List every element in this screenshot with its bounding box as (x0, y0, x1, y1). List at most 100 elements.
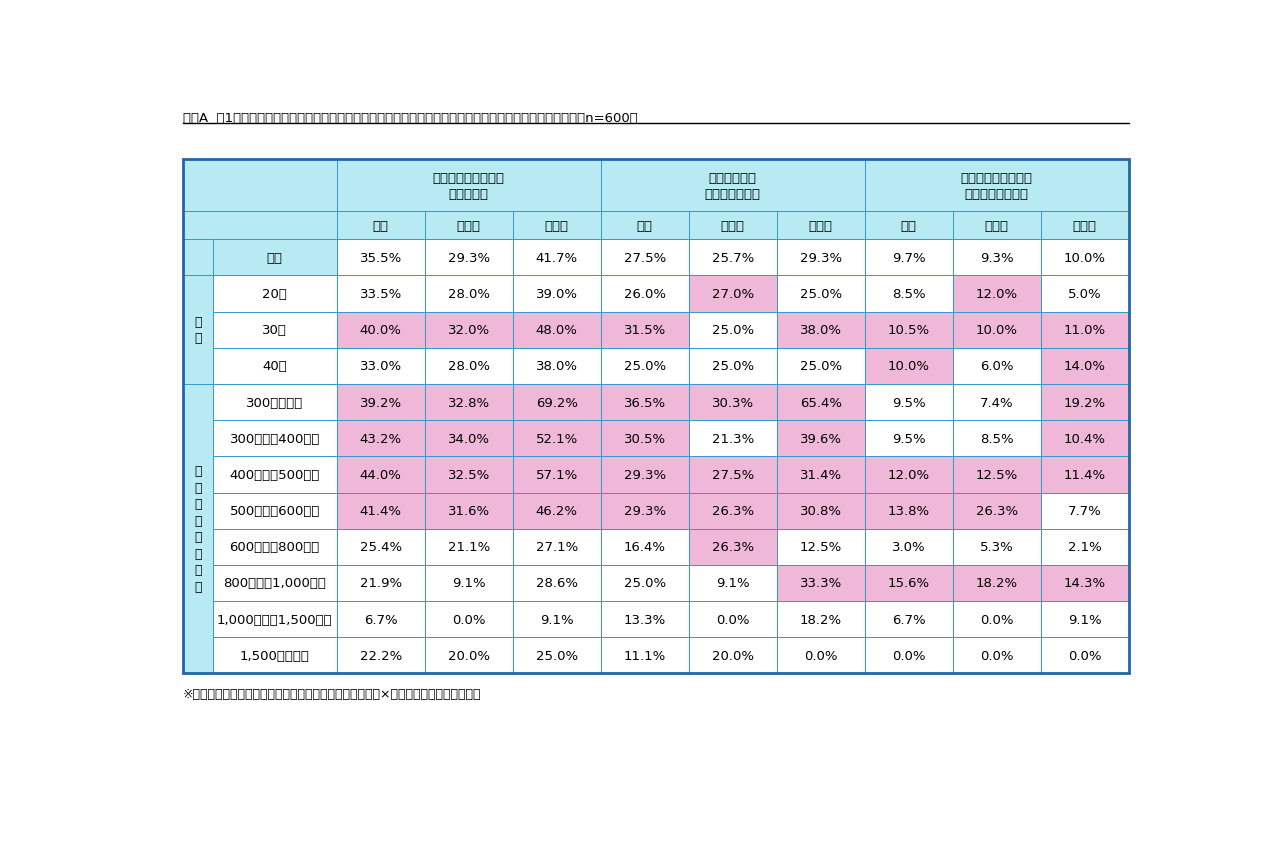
Text: 300万円～400万円: 300万円～400万円 (229, 432, 320, 446)
Text: 10.0%: 10.0% (1064, 251, 1106, 264)
Text: 38.0%: 38.0% (800, 324, 842, 337)
Bar (337, 457, 425, 493)
Text: 300万円未満: 300万円未満 (246, 396, 303, 409)
Text: 20.0%: 20.0% (448, 649, 490, 662)
Text: 0.0%: 0.0% (980, 613, 1014, 626)
Text: 29.3%: 29.3% (623, 504, 666, 517)
Bar (777, 348, 865, 384)
Text: 夫回答: 夫回答 (457, 220, 481, 233)
Bar (337, 160, 600, 212)
Bar (777, 276, 865, 312)
Text: 48.0%: 48.0% (536, 324, 577, 337)
Bar (212, 637, 337, 674)
Bar (425, 276, 513, 312)
Bar (1041, 384, 1129, 421)
Text: 全体: 全体 (901, 220, 916, 233)
Text: 2.1%: 2.1% (1068, 541, 1102, 554)
Text: 全体: 全体 (372, 220, 389, 233)
Bar (865, 421, 952, 457)
Text: 40.0%: 40.0% (360, 324, 402, 337)
Bar (689, 312, 777, 348)
Bar (952, 493, 1041, 529)
Bar (689, 602, 777, 637)
Text: 29.3%: 29.3% (623, 469, 666, 481)
Bar (600, 421, 689, 457)
Bar (513, 212, 600, 240)
Bar (212, 493, 337, 529)
Text: 21.3%: 21.3% (712, 432, 754, 446)
Text: 35.5%: 35.5% (360, 251, 402, 264)
Bar (689, 421, 777, 457)
Bar (600, 457, 689, 493)
Bar (337, 384, 425, 421)
Text: 29.3%: 29.3% (448, 251, 490, 264)
Text: 27.0%: 27.0% (712, 288, 754, 301)
Text: 9.7%: 9.7% (892, 251, 925, 264)
Text: 25.0%: 25.0% (800, 288, 842, 301)
Bar (1041, 240, 1129, 276)
Bar (425, 457, 513, 493)
Bar (425, 384, 513, 421)
Bar (777, 529, 865, 565)
Bar (952, 565, 1041, 602)
Bar (1041, 637, 1129, 674)
Text: 32.0%: 32.0% (448, 324, 490, 337)
Bar (952, 637, 1041, 674)
Bar (513, 312, 600, 348)
Text: 6.0%: 6.0% (980, 360, 1014, 373)
Text: 12.0%: 12.0% (887, 469, 929, 481)
Text: パートナーの仕事が
原因で離婚したい: パートナーの仕事が 原因で離婚したい (961, 171, 1033, 201)
Text: 27.5%: 27.5% (623, 251, 666, 264)
Bar (513, 384, 600, 421)
Bar (865, 529, 952, 565)
Text: 25.0%: 25.0% (623, 577, 666, 590)
Text: 30代: 30代 (262, 324, 287, 337)
Text: 9.1%: 9.1% (540, 613, 573, 626)
Bar (513, 348, 600, 384)
Bar (689, 212, 777, 240)
Text: 10.0%: 10.0% (888, 360, 929, 373)
Text: 8.5%: 8.5% (892, 288, 925, 301)
Text: 9.3%: 9.3% (980, 251, 1014, 264)
Bar (600, 565, 689, 602)
Text: 26.3%: 26.3% (712, 541, 754, 554)
Text: 12.5%: 12.5% (800, 541, 842, 554)
Bar (212, 384, 337, 421)
Bar (1041, 348, 1129, 384)
Text: 11.1%: 11.1% (623, 649, 666, 662)
Bar (777, 457, 865, 493)
Text: 10.0%: 10.0% (975, 324, 1018, 337)
Text: 10.4%: 10.4% (1064, 432, 1106, 446)
Text: 世
代: 世 代 (195, 315, 202, 345)
Text: 44.0%: 44.0% (360, 469, 402, 481)
Text: 27.5%: 27.5% (712, 469, 754, 481)
Text: 7.7%: 7.7% (1068, 504, 1102, 517)
Text: 妻回答: 妻回答 (1073, 220, 1097, 233)
Text: 12.5%: 12.5% (975, 469, 1018, 481)
Text: 28.6%: 28.6% (536, 577, 577, 590)
Text: 39.0%: 39.0% (536, 288, 577, 301)
Bar (600, 312, 689, 348)
Text: パートナーに
転職して欲しい: パートナーに 転職して欲しい (705, 171, 760, 201)
Text: 400万円～500万円: 400万円～500万円 (229, 469, 320, 481)
Text: 12.0%: 12.0% (975, 288, 1018, 301)
Text: 9.5%: 9.5% (892, 396, 925, 409)
Text: 全体: 全体 (636, 220, 653, 233)
Text: 39.2%: 39.2% (360, 396, 402, 409)
Text: 14.0%: 14.0% (1064, 360, 1106, 373)
Bar (183, 240, 212, 276)
Text: 43.2%: 43.2% (360, 432, 402, 446)
Text: 9.5%: 9.5% (892, 432, 925, 446)
Bar (513, 276, 600, 312)
Bar (212, 457, 337, 493)
Text: 26.3%: 26.3% (975, 504, 1018, 517)
Bar (1041, 312, 1129, 348)
Text: 妻回答: 妻回答 (809, 220, 833, 233)
Bar (337, 212, 425, 240)
Text: 0.0%: 0.0% (1068, 649, 1102, 662)
Bar (952, 312, 1041, 348)
Bar (689, 348, 777, 384)
Bar (689, 493, 777, 529)
Text: 38.0%: 38.0% (536, 360, 577, 373)
Bar (337, 493, 425, 529)
